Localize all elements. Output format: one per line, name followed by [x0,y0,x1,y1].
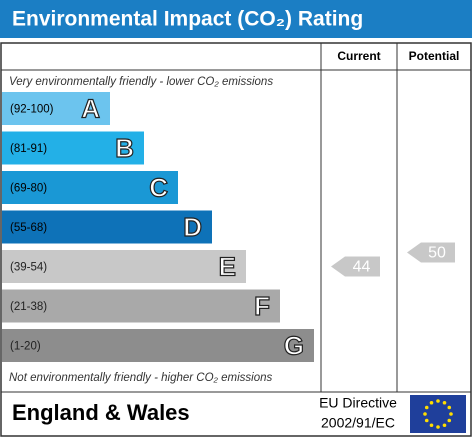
band-range: (81-91) [10,143,47,155]
star [429,400,434,405]
band-letter: G [284,330,304,360]
bottom-note: Not environmentally friendly - higher CO… [9,372,272,384]
region: England & Wales [12,400,190,425]
band-letter: D [183,212,202,242]
band-letter: C [149,172,168,202]
star [436,425,440,429]
band-range: (55-68) [10,222,47,234]
band-range: (92-100) [10,104,54,116]
band [2,250,246,283]
band [2,92,110,125]
band [2,210,212,244]
band [2,171,178,204]
star [447,418,452,423]
star [429,423,434,428]
band-letter: B [115,133,134,163]
band-letter: F [254,291,270,321]
chart-title: Environmental Impact (CO₂) Rating [12,8,363,31]
top-note: Very environmentally friendly - lower CO… [9,76,273,88]
column-header: Current [337,49,380,63]
rating-arrow [331,256,380,277]
eu-stars [423,399,453,429]
band-range: (1-20) [10,341,41,353]
star [436,399,440,403]
star [424,418,429,423]
band [2,329,314,362]
band-range: (69-80) [10,183,47,195]
band [2,131,144,165]
band-range: (21-38) [10,301,47,313]
star [447,405,452,410]
band-range: (39-54) [10,262,47,274]
title-bar [0,0,472,38]
band-letter: E [219,251,236,281]
band [2,289,280,323]
column-header: Potential [409,49,460,63]
star [424,405,429,410]
star [442,423,447,428]
band-letter: A [81,93,100,123]
directive: 2002/91/EC [321,415,395,431]
star [449,412,453,416]
rating-arrow [407,242,455,263]
rating-value: 50 [428,245,446,262]
frame [0,42,472,437]
rating-value: 44 [353,259,371,276]
star [442,400,447,405]
directive: EU Directive [319,395,397,411]
star [423,412,427,416]
